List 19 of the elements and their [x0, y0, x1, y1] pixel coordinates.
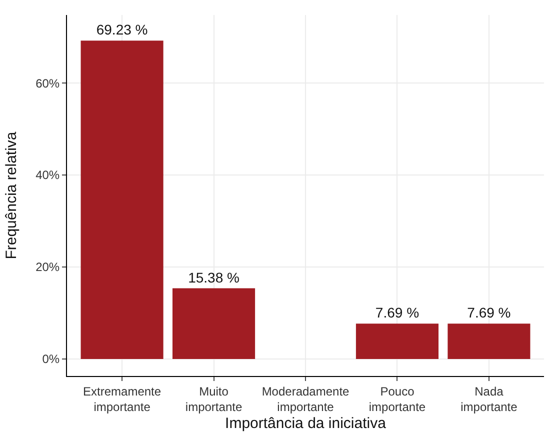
data-label: 69.23 %	[96, 22, 148, 38]
x-tick-label: Nada importante	[460, 384, 518, 414]
bar	[356, 324, 439, 359]
y-tick-label: 40%	[36, 168, 60, 182]
data-label: 7.69 %	[375, 304, 420, 321]
bar	[80, 40, 164, 359]
x-tick-label: Moderadamente importante	[262, 384, 350, 414]
bar	[448, 324, 530, 359]
x-tick-label: Muito importante	[185, 384, 242, 414]
data-label: 7.69 %	[467, 304, 511, 321]
y-axis-title: Frequência relativa	[2, 131, 20, 260]
y-tick-label: 60%	[36, 76, 60, 90]
x-tick-label: Extremamente importante	[83, 384, 162, 414]
x-axis-title: Importância da iniciativa	[225, 415, 387, 432]
bar	[172, 288, 256, 359]
y-tick-label: 0%	[42, 352, 60, 366]
y-tick-label: 20%	[36, 260, 60, 274]
x-tick-label: Pouco importante	[368, 384, 426, 414]
data-label: 15.38 %	[188, 269, 240, 286]
